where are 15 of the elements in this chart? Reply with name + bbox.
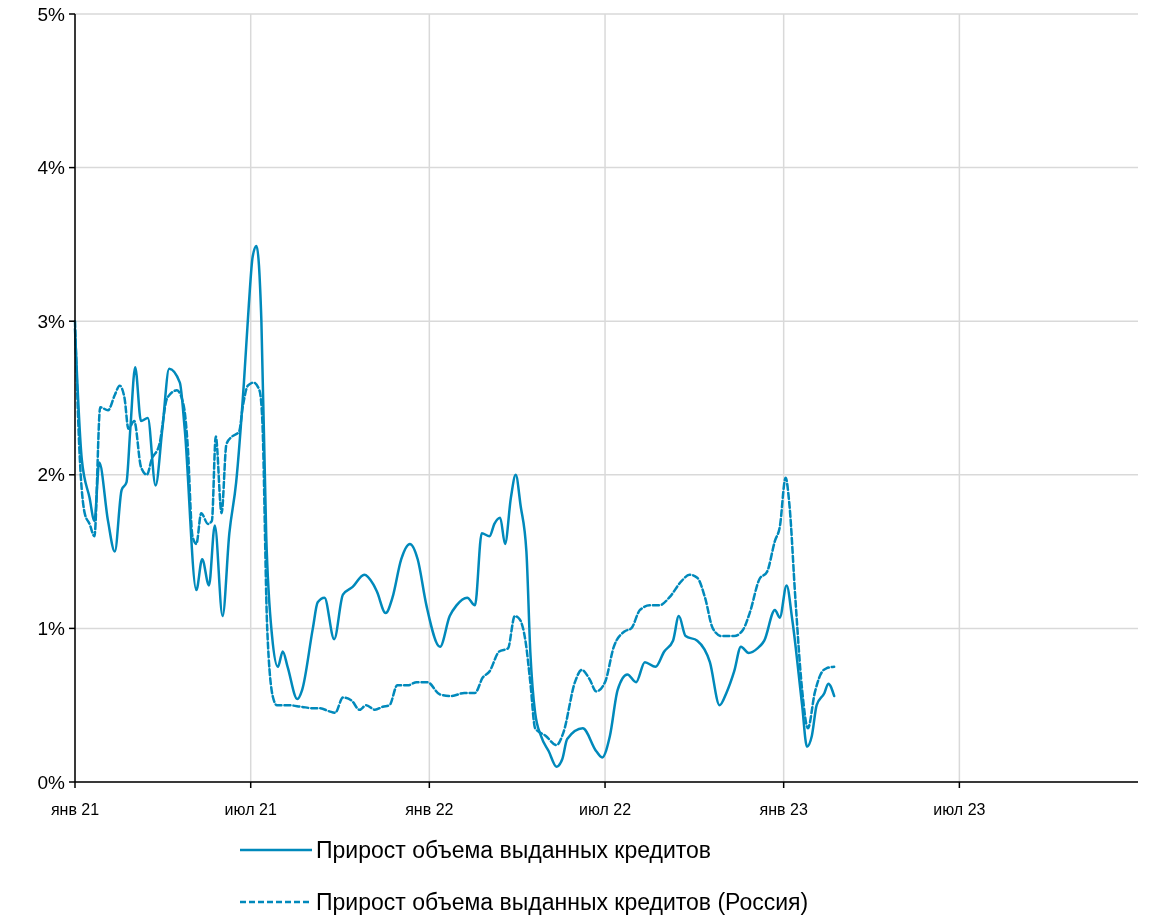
x-tick-label: июл 21 bbox=[224, 801, 277, 818]
legend-label: Прирост объема выданных кредитов (Россия) bbox=[316, 889, 809, 916]
y-tick-label: 5% bbox=[37, 3, 66, 25]
x-tick-label: янв 22 bbox=[405, 801, 454, 818]
x-tick-label: июл 23 bbox=[933, 801, 986, 818]
x-tick-label: янв 23 bbox=[759, 801, 808, 818]
y-tick-label: 4% bbox=[37, 157, 66, 179]
line-series bbox=[73, 244, 836, 768]
x-tick-label: янв 21 bbox=[50, 801, 100, 818]
legend-label: Прирост объема выданных кредитов bbox=[316, 837, 712, 864]
y-tick-label: 3% bbox=[37, 310, 66, 332]
x-tick-label: июл 22 bbox=[578, 801, 632, 818]
y-tick-label: 0% bbox=[37, 771, 66, 793]
y-tick-label: 1% bbox=[37, 618, 66, 640]
y-tick-label: 2% bbox=[37, 464, 66, 486]
